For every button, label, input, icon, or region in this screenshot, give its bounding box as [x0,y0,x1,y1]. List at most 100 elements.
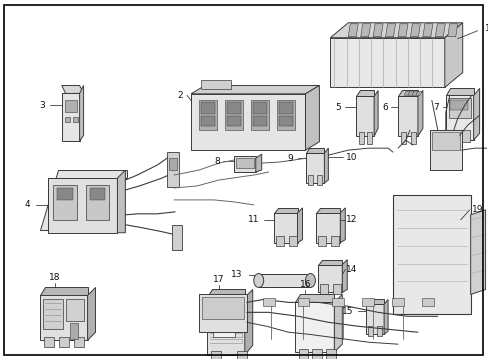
Bar [445,95,473,140]
Polygon shape [409,24,420,37]
Bar [276,100,294,130]
Bar [64,100,77,112]
Polygon shape [255,154,261,172]
Bar [366,132,371,144]
Polygon shape [244,289,252,355]
Bar [258,274,310,288]
Polygon shape [40,288,87,296]
Bar [224,100,243,130]
Polygon shape [40,170,127,230]
Bar [199,100,217,130]
Bar [318,265,342,292]
Polygon shape [294,294,334,302]
Polygon shape [473,89,479,140]
Bar [69,323,78,339]
Polygon shape [330,38,444,87]
Bar [167,152,179,187]
Bar [233,156,255,172]
Polygon shape [411,91,417,95]
Bar [74,337,83,347]
Bar [235,158,253,168]
Polygon shape [447,24,457,37]
Polygon shape [340,208,345,243]
Polygon shape [444,23,462,87]
Bar [312,349,322,359]
Bar [65,300,83,321]
Polygon shape [373,90,377,136]
Polygon shape [434,24,445,37]
Polygon shape [397,90,417,96]
Bar [308,175,313,185]
Polygon shape [445,89,473,95]
Text: 4: 4 [25,201,31,210]
Polygon shape [417,90,422,136]
Bar [48,178,117,233]
Polygon shape [330,23,462,38]
Bar [288,236,296,246]
Text: 18: 18 [49,273,61,282]
Bar [400,132,405,144]
Bar [461,130,468,142]
Polygon shape [273,208,297,213]
Bar [85,185,109,220]
Bar [252,102,266,114]
Polygon shape [306,148,324,153]
Ellipse shape [305,274,315,288]
Bar [89,188,105,200]
Bar [331,236,339,246]
Polygon shape [469,210,485,294]
Bar [355,96,373,136]
Text: 16: 16 [299,280,310,289]
Polygon shape [80,85,83,141]
Bar [316,213,340,243]
Polygon shape [397,24,407,37]
Bar [273,213,297,243]
Text: 19: 19 [471,205,482,214]
Bar [169,158,177,170]
Bar [297,298,309,306]
Polygon shape [191,94,305,150]
Bar [325,349,336,359]
Bar [359,132,364,144]
Bar [332,298,344,306]
Bar [376,326,381,336]
Text: 1: 1 [484,24,488,33]
Bar [64,117,69,122]
Polygon shape [366,300,383,305]
Polygon shape [87,288,95,340]
Bar [199,294,246,332]
Bar [40,296,87,340]
Bar [201,80,230,89]
Polygon shape [360,24,370,37]
Bar [172,225,182,249]
Bar [61,94,80,141]
Bar [410,132,415,144]
Polygon shape [191,85,319,94]
Bar [250,100,268,130]
Text: 2: 2 [177,91,183,100]
Text: 9: 9 [287,154,293,163]
Bar [201,102,215,114]
Bar [294,302,334,352]
Bar [431,132,459,150]
Polygon shape [316,208,340,213]
Polygon shape [383,300,387,334]
Polygon shape [324,148,328,183]
Text: 10: 10 [345,153,356,162]
Bar [73,117,78,122]
Polygon shape [372,24,382,37]
Bar [320,284,328,294]
Polygon shape [61,85,83,94]
Polygon shape [415,91,421,95]
Bar [397,96,417,136]
Bar [391,298,403,306]
Text: 7: 7 [432,103,438,112]
Bar [206,297,244,355]
Bar [317,175,322,185]
Polygon shape [305,85,319,150]
Bar [448,98,469,118]
Polygon shape [342,260,346,292]
Bar [275,236,283,246]
Bar [278,116,292,126]
Bar [278,102,292,114]
